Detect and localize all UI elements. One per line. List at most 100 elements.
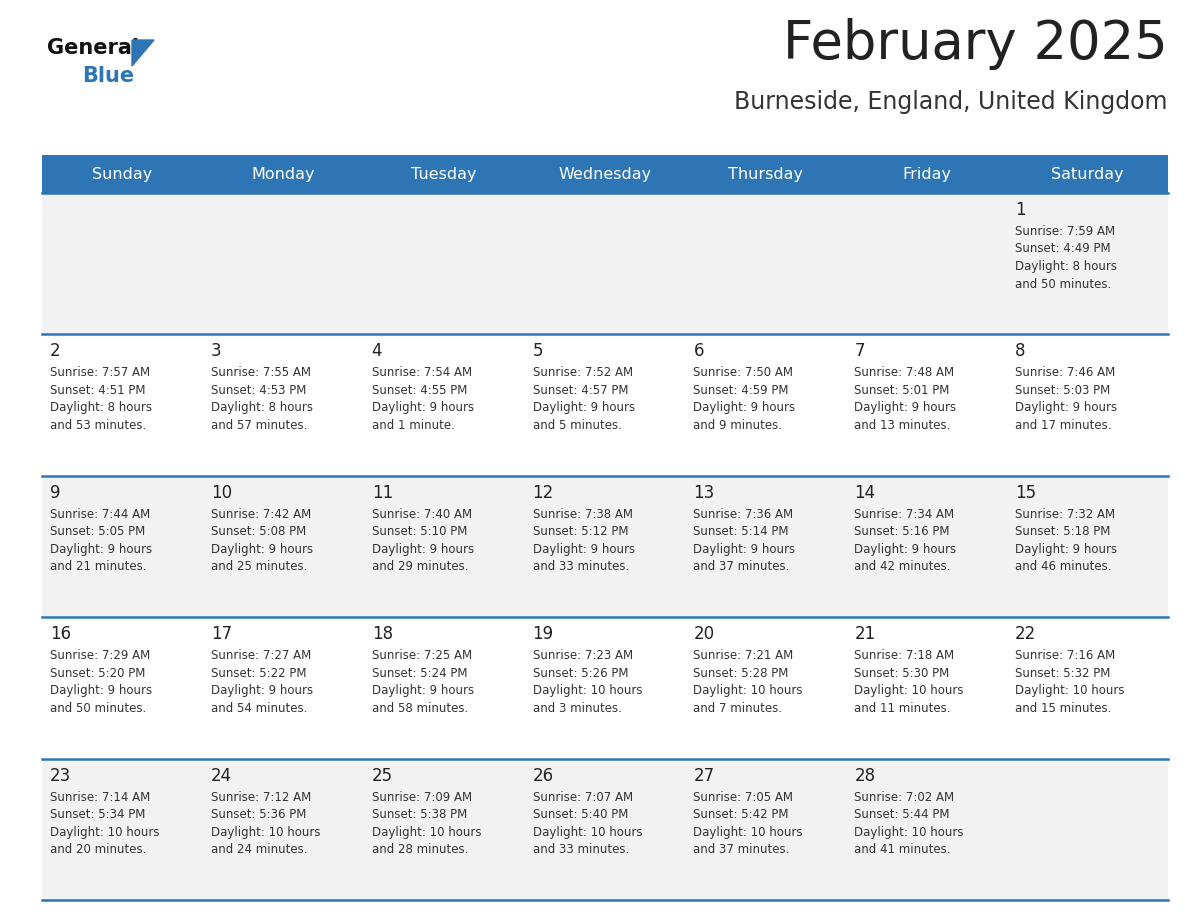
Text: and 54 minutes.: and 54 minutes.	[210, 701, 308, 715]
Text: General: General	[48, 38, 139, 58]
Text: Sunrise: 7:21 AM: Sunrise: 7:21 AM	[694, 649, 794, 662]
Text: Daylight: 9 hours: Daylight: 9 hours	[1015, 543, 1117, 555]
Bar	[42, 758, 1168, 900]
Text: 6: 6	[694, 342, 704, 361]
Text: 13: 13	[694, 484, 715, 502]
Text: Sunset: 4:57 PM: Sunset: 4:57 PM	[532, 384, 628, 397]
Text: 22: 22	[1015, 625, 1036, 644]
Text: and 15 minutes.: and 15 minutes.	[1015, 701, 1112, 715]
Text: Sunrise: 7:07 AM: Sunrise: 7:07 AM	[532, 790, 633, 803]
Text: Sunrise: 7:18 AM: Sunrise: 7:18 AM	[854, 649, 954, 662]
Text: and 11 minutes.: and 11 minutes.	[854, 701, 950, 715]
Text: and 46 minutes.: and 46 minutes.	[1015, 560, 1112, 574]
Text: Daylight: 9 hours: Daylight: 9 hours	[694, 543, 796, 555]
Text: Burneside, England, United Kingdom: Burneside, England, United Kingdom	[734, 90, 1168, 114]
Text: Sunset: 4:59 PM: Sunset: 4:59 PM	[694, 384, 789, 397]
Text: Friday: Friday	[902, 166, 952, 182]
Text: Saturday: Saturday	[1051, 166, 1124, 182]
Text: February 2025: February 2025	[783, 18, 1168, 70]
Text: 16: 16	[50, 625, 71, 644]
Text: and 33 minutes.: and 33 minutes.	[532, 560, 628, 574]
Text: 23: 23	[50, 767, 71, 785]
Text: Sunrise: 7:50 AM: Sunrise: 7:50 AM	[694, 366, 794, 379]
Text: Daylight: 9 hours: Daylight: 9 hours	[694, 401, 796, 414]
Text: Daylight: 8 hours: Daylight: 8 hours	[1015, 260, 1117, 273]
Text: Sunrise: 7:52 AM: Sunrise: 7:52 AM	[532, 366, 633, 379]
Text: and 37 minutes.: and 37 minutes.	[694, 843, 790, 856]
Text: and 21 minutes.: and 21 minutes.	[50, 560, 146, 574]
Text: Sunrise: 7:23 AM: Sunrise: 7:23 AM	[532, 649, 633, 662]
Text: Sunset: 5:14 PM: Sunset: 5:14 PM	[694, 525, 789, 538]
Text: Sunset: 5:12 PM: Sunset: 5:12 PM	[532, 525, 628, 538]
Text: Sunrise: 7:54 AM: Sunrise: 7:54 AM	[372, 366, 472, 379]
Text: 27: 27	[694, 767, 714, 785]
Text: 8: 8	[1015, 342, 1025, 361]
Text: Sunset: 5:34 PM: Sunset: 5:34 PM	[50, 808, 145, 821]
Text: Sunday: Sunday	[93, 166, 152, 182]
Text: Monday: Monday	[252, 166, 315, 182]
Text: and 53 minutes.: and 53 minutes.	[50, 419, 146, 431]
Text: Sunrise: 7:34 AM: Sunrise: 7:34 AM	[854, 508, 954, 521]
Text: 3: 3	[210, 342, 221, 361]
Text: Sunrise: 7:32 AM: Sunrise: 7:32 AM	[1015, 508, 1116, 521]
Text: 19: 19	[532, 625, 554, 644]
Text: and 50 minutes.: and 50 minutes.	[50, 701, 146, 715]
Text: Daylight: 9 hours: Daylight: 9 hours	[50, 543, 152, 555]
Text: Daylight: 9 hours: Daylight: 9 hours	[372, 684, 474, 697]
Text: Sunset: 5:28 PM: Sunset: 5:28 PM	[694, 666, 789, 679]
Text: Sunset: 4:55 PM: Sunset: 4:55 PM	[372, 384, 467, 397]
Text: Sunset: 5:36 PM: Sunset: 5:36 PM	[210, 808, 307, 821]
Text: Sunset: 4:51 PM: Sunset: 4:51 PM	[50, 384, 145, 397]
Text: and 41 minutes.: and 41 minutes.	[854, 843, 950, 856]
Text: Daylight: 9 hours: Daylight: 9 hours	[1015, 401, 1117, 414]
Text: Daylight: 10 hours: Daylight: 10 hours	[854, 684, 963, 697]
Text: Daylight: 9 hours: Daylight: 9 hours	[50, 684, 152, 697]
Text: Sunset: 5:20 PM: Sunset: 5:20 PM	[50, 666, 145, 679]
Text: and 9 minutes.: and 9 minutes.	[694, 419, 783, 431]
Text: Daylight: 10 hours: Daylight: 10 hours	[210, 825, 321, 839]
Text: 4: 4	[372, 342, 383, 361]
Text: Sunset: 5:05 PM: Sunset: 5:05 PM	[50, 525, 145, 538]
Text: Blue: Blue	[82, 66, 134, 86]
Text: Daylight: 10 hours: Daylight: 10 hours	[532, 825, 642, 839]
Text: Daylight: 9 hours: Daylight: 9 hours	[532, 543, 634, 555]
Text: Sunrise: 7:40 AM: Sunrise: 7:40 AM	[372, 508, 472, 521]
Text: Sunrise: 7:36 AM: Sunrise: 7:36 AM	[694, 508, 794, 521]
Text: and 50 minutes.: and 50 minutes.	[1015, 277, 1112, 290]
Text: Daylight: 10 hours: Daylight: 10 hours	[694, 825, 803, 839]
Text: Sunrise: 7:16 AM: Sunrise: 7:16 AM	[1015, 649, 1116, 662]
Text: Thursday: Thursday	[728, 166, 803, 182]
Text: Sunrise: 7:02 AM: Sunrise: 7:02 AM	[854, 790, 954, 803]
Text: Sunset: 5:16 PM: Sunset: 5:16 PM	[854, 525, 949, 538]
Text: 28: 28	[854, 767, 876, 785]
Text: 7: 7	[854, 342, 865, 361]
Text: 12: 12	[532, 484, 554, 502]
Text: Daylight: 10 hours: Daylight: 10 hours	[372, 825, 481, 839]
Text: Sunset: 5:24 PM: Sunset: 5:24 PM	[372, 666, 467, 679]
Text: Daylight: 9 hours: Daylight: 9 hours	[854, 401, 956, 414]
Text: Sunrise: 7:14 AM: Sunrise: 7:14 AM	[50, 790, 150, 803]
Text: Sunset: 5:44 PM: Sunset: 5:44 PM	[854, 808, 949, 821]
Text: 11: 11	[372, 484, 393, 502]
Text: 14: 14	[854, 484, 876, 502]
Text: Daylight: 9 hours: Daylight: 9 hours	[210, 543, 312, 555]
Text: 25: 25	[372, 767, 393, 785]
Text: 2: 2	[50, 342, 61, 361]
Text: 17: 17	[210, 625, 232, 644]
Text: Daylight: 10 hours: Daylight: 10 hours	[694, 684, 803, 697]
Text: Daylight: 10 hours: Daylight: 10 hours	[854, 825, 963, 839]
Text: Sunrise: 7:27 AM: Sunrise: 7:27 AM	[210, 649, 311, 662]
Text: and 1 minute.: and 1 minute.	[372, 419, 455, 431]
Text: and 42 minutes.: and 42 minutes.	[854, 560, 950, 574]
Text: and 17 minutes.: and 17 minutes.	[1015, 419, 1112, 431]
Text: Daylight: 10 hours: Daylight: 10 hours	[50, 825, 159, 839]
Text: 20: 20	[694, 625, 714, 644]
Text: 24: 24	[210, 767, 232, 785]
Text: Sunset: 5:30 PM: Sunset: 5:30 PM	[854, 666, 949, 679]
Text: 18: 18	[372, 625, 393, 644]
Text: Sunrise: 7:59 AM: Sunrise: 7:59 AM	[1015, 225, 1116, 238]
Text: Sunset: 5:40 PM: Sunset: 5:40 PM	[532, 808, 628, 821]
Text: Sunset: 5:10 PM: Sunset: 5:10 PM	[372, 525, 467, 538]
Text: Daylight: 10 hours: Daylight: 10 hours	[1015, 684, 1125, 697]
Bar	[42, 334, 1168, 476]
